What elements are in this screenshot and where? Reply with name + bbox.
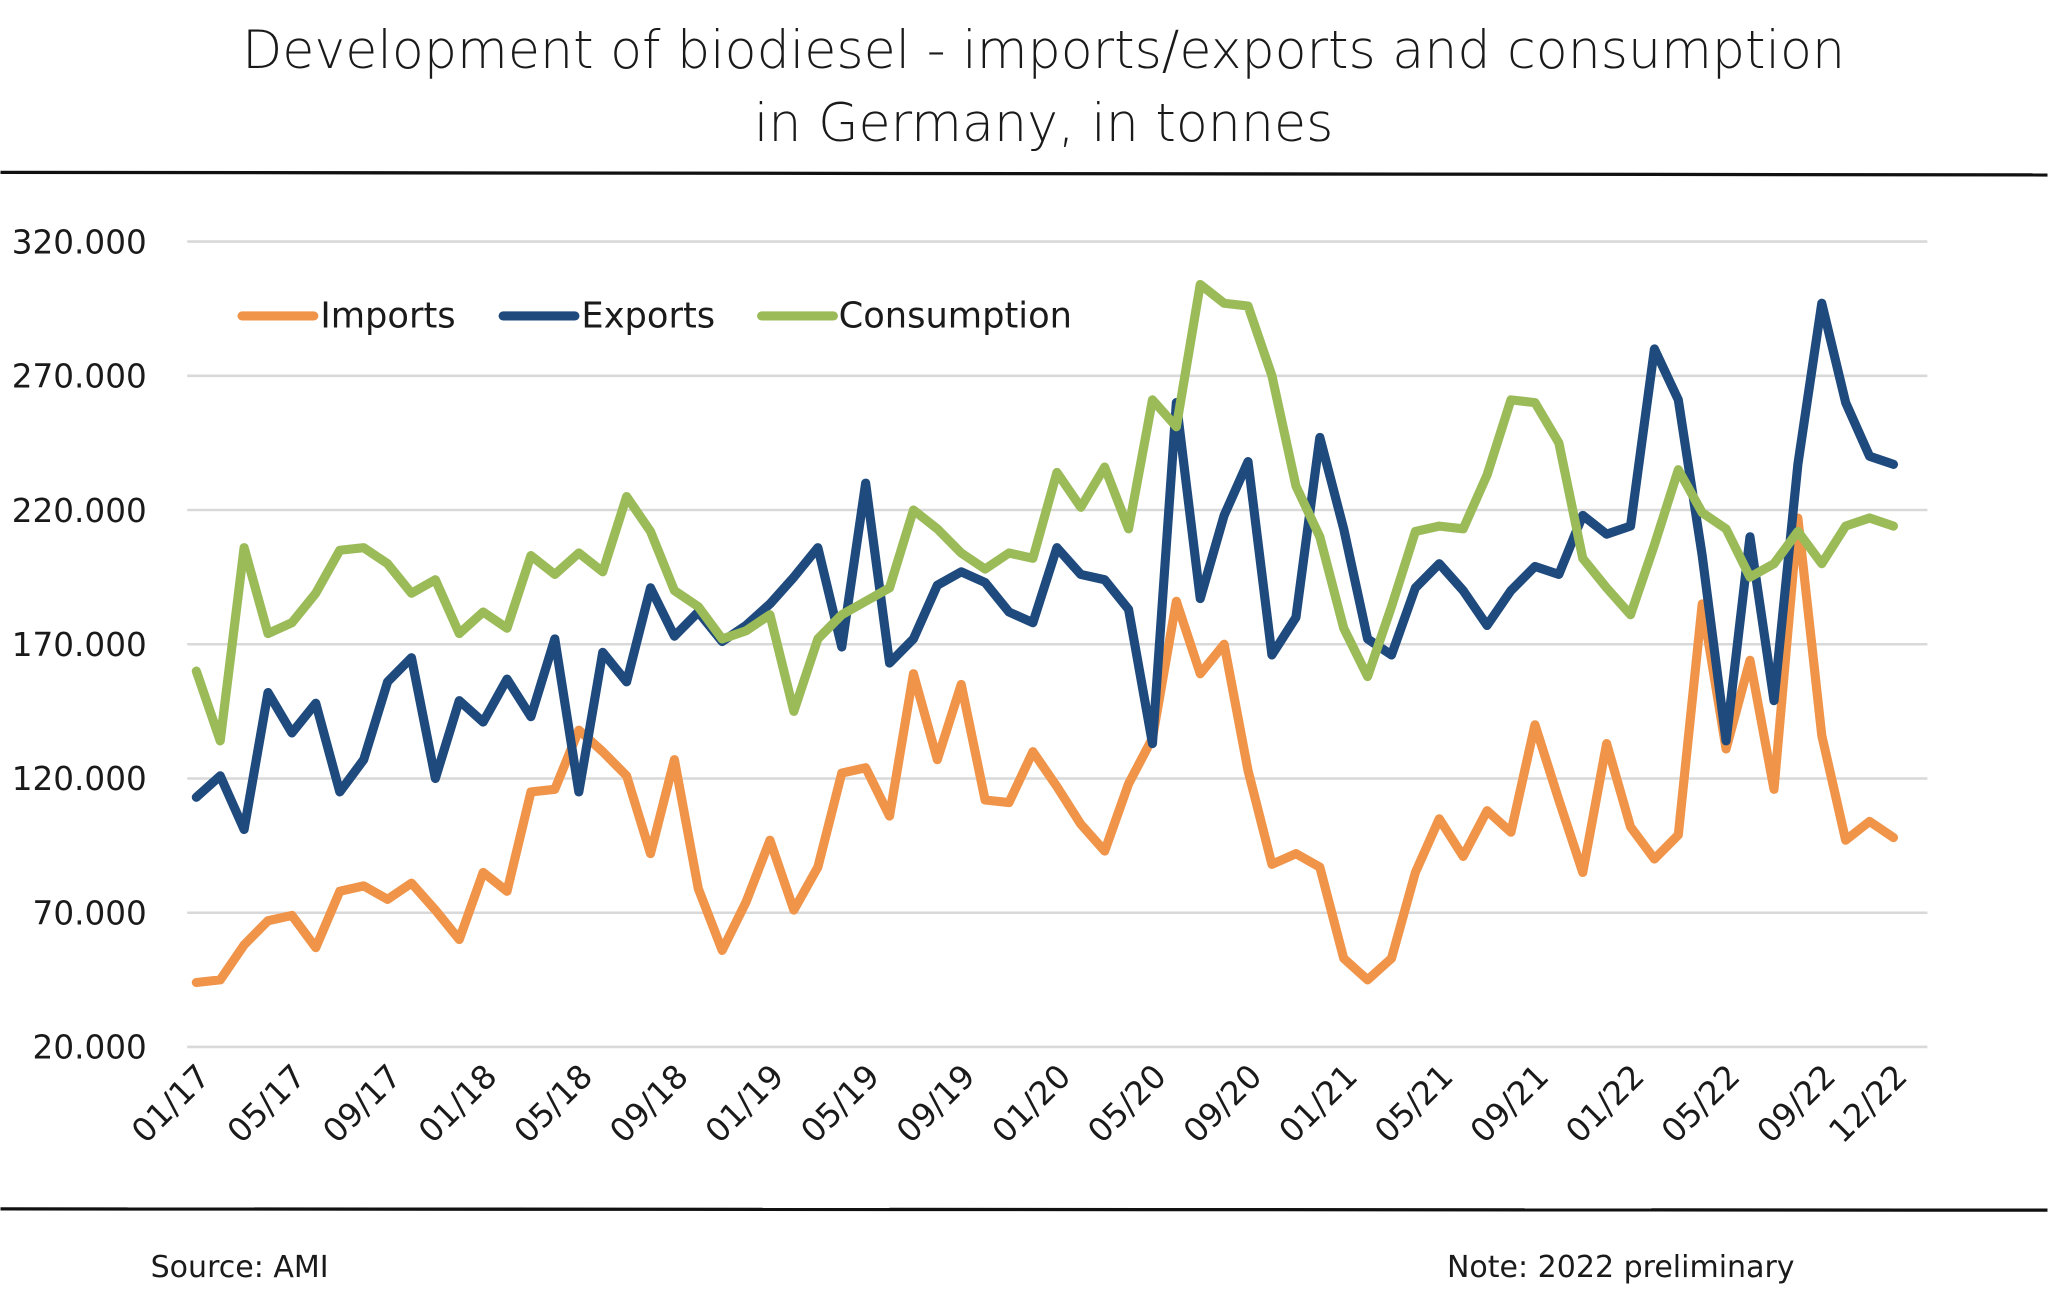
y-axis-tick-labels: 20.000 70.000 120.000 170.000 220.000 270.000… bbox=[12, 223, 147, 1066]
y-tick-label: 120.000 bbox=[12, 760, 147, 798]
top-divider bbox=[0, 170, 2048, 177]
series-lines bbox=[191, 279, 1899, 988]
source-note: Source: AMI bbox=[151, 1250, 329, 1285]
x-tick-label: 09/17 bbox=[316, 1057, 409, 1150]
x-tick-label: 01/18 bbox=[411, 1057, 504, 1150]
x-tick-label: 01/20 bbox=[985, 1057, 1078, 1150]
legend-item-imports[interactable]: Imports bbox=[237, 296, 456, 337]
y-tick-label: 20.000 bbox=[33, 1029, 147, 1067]
series-line-imports bbox=[191, 513, 1899, 988]
x-axis-tick-labels: 01/17 05/17 09/17 01/18 05/18 09/18 01/19 05/19… bbox=[124, 1057, 1914, 1150]
series-line-exports bbox=[191, 298, 1899, 835]
x-tick-label: 01/17 bbox=[124, 1057, 217, 1150]
series-line-consumption bbox=[191, 279, 1899, 746]
y-tick-label: 70.000 bbox=[33, 894, 147, 932]
x-tick-label: 05/19 bbox=[794, 1057, 887, 1150]
x-tick-label: 12/22 bbox=[1821, 1057, 1914, 1150]
y-tick-label: 220.000 bbox=[12, 492, 147, 530]
y-tick-label: 320.000 bbox=[12, 223, 147, 261]
legend-label-imports: Imports bbox=[320, 296, 455, 337]
bottom-divider bbox=[0, 1207, 2048, 1212]
preliminary-note: Note: 2022 preliminary bbox=[1447, 1250, 1795, 1285]
legend: Imports Exports Consumption bbox=[237, 296, 1072, 337]
chart-subtitle: in Germany, in tonnes bbox=[754, 94, 1333, 154]
x-tick-label: 01/22 bbox=[1558, 1057, 1651, 1150]
legend-label-exports: Exports bbox=[581, 296, 715, 337]
y-tick-label: 270.000 bbox=[12, 358, 147, 396]
x-tick-label: 05/18 bbox=[507, 1057, 600, 1150]
x-tick-label: 09/20 bbox=[1176, 1057, 1269, 1150]
x-tick-label: 01/21 bbox=[1272, 1057, 1365, 1150]
x-tick-label: 05/20 bbox=[1080, 1057, 1173, 1150]
x-tick-label: 05/21 bbox=[1367, 1057, 1460, 1150]
x-tick-label: 09/21 bbox=[1463, 1057, 1556, 1150]
gridlines bbox=[187, 240, 1928, 1049]
x-tick-label: 05/22 bbox=[1654, 1057, 1747, 1150]
legend-item-consumption[interactable]: Consumption bbox=[757, 296, 1072, 337]
x-tick-label: 01/19 bbox=[698, 1057, 791, 1150]
x-tick-label: 09/22 bbox=[1750, 1057, 1843, 1150]
y-tick-label: 170.000 bbox=[12, 626, 147, 664]
legend-label-consumption: Consumption bbox=[839, 296, 1072, 337]
x-tick-label: 09/18 bbox=[602, 1057, 695, 1150]
legend-item-exports[interactable]: Exports bbox=[498, 296, 715, 337]
chart-title: Development of biodiesel - imports/expor… bbox=[242, 21, 1845, 81]
x-tick-label: 05/17 bbox=[220, 1057, 313, 1150]
x-tick-label: 09/19 bbox=[889, 1057, 982, 1150]
